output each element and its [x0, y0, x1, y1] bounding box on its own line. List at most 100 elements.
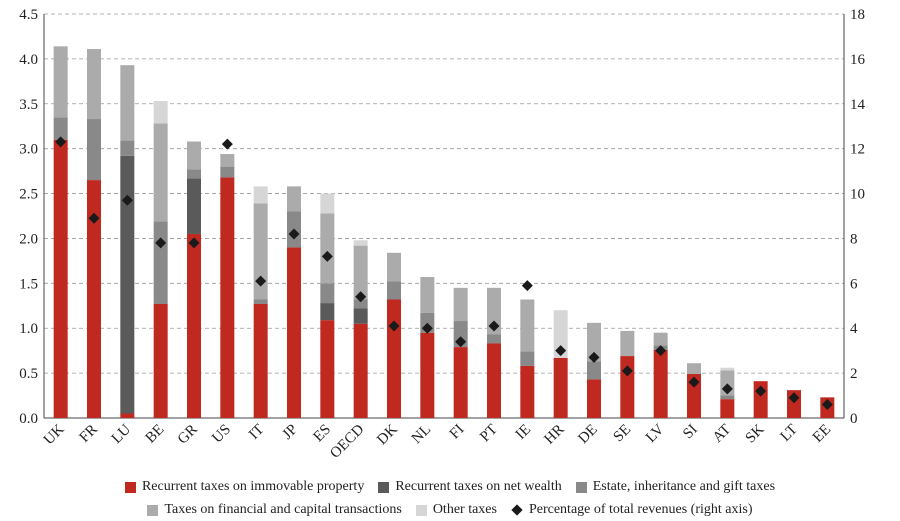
bar-segment-pt-s2: [487, 334, 501, 344]
bar-segment-gr-s3: [187, 141, 201, 170]
y2-tick-label: 10: [850, 187, 865, 203]
bar-segment-at-s0: [720, 399, 735, 418]
bar-segment-es-s1: [320, 303, 335, 321]
x-tick-label: SK: [743, 421, 768, 446]
y2-tick-label: 8: [850, 231, 858, 247]
bar-segment-dk-s2: [387, 281, 401, 300]
bar-segment-de-s2: [587, 361, 601, 380]
bar-segment-fr-s3: [87, 49, 101, 120]
bar-segment-be-s2: [153, 221, 168, 304]
bar-segment-gr-s0: [187, 233, 201, 418]
legend-label: Estate, inheritance and gift taxes: [592, 479, 776, 494]
bar-segment-lu-s1: [120, 155, 135, 414]
bar-segment-ie-s3: [520, 299, 535, 352]
legend-row-2: Taxes on financial and capital transacti…: [0, 502, 900, 518]
percentage-marker-sk: [755, 385, 767, 397]
legend-swatch-other-taxes: [415, 504, 427, 516]
bar-segment-dk-s0: [387, 299, 401, 418]
legend-item-immovable-property: Recurrent taxes on immovable property: [124, 479, 365, 495]
legend-label: Other taxes: [432, 502, 497, 517]
x-tick-label: BE: [143, 422, 168, 447]
x-tick-label: AT: [710, 422, 734, 446]
bar-segment-be-s4: [153, 101, 168, 124]
bar-segment-lv-s3: [653, 332, 668, 346]
x-tick-label: FR: [77, 422, 101, 446]
stacked-bar-chart: 0.0 0.5 1.0 1.5 2.0 2.5 3.0 3.5 4.0 4.5 0 2 4 6 8 10 12 1…: [19, 7, 865, 462]
bar-segment-dk-s3: [387, 252, 401, 282]
bar-segment-at-s2: [720, 395, 735, 400]
percentage-marker-jp: [288, 228, 300, 240]
y-tick-label: 3.0: [19, 142, 38, 158]
bar-segment-es-s4: [320, 193, 335, 214]
x-tick-label: LU: [109, 421, 135, 447]
bar-segment-jp-s3: [287, 186, 301, 212]
bar-segment-uk-s2: [53, 117, 68, 140]
bar-segment-it-s3: [253, 203, 268, 300]
bar-segment-de-s3: [587, 322, 601, 362]
percentage-marker-uk: [55, 136, 67, 148]
x-tick-label: EE: [810, 422, 834, 446]
y-tick-label: 0.0: [19, 411, 38, 427]
bar-segment-es-s0: [320, 320, 335, 418]
bar-segment-fr-s2: [87, 119, 101, 181]
x-tick-label: SI: [680, 422, 701, 443]
x-tick-label: FI: [447, 422, 468, 443]
x-tick-label: IE: [513, 422, 534, 443]
bar-segment-fi-s3: [453, 287, 468, 322]
y-tick-label: 4.0: [19, 52, 38, 68]
bar-segment-at-s4: [720, 367, 735, 371]
percentage-marker-es: [321, 250, 333, 262]
percentage-marker-be: [155, 237, 167, 249]
y2-tick-label: 0: [850, 411, 858, 427]
y-tick-label: 0.5: [19, 366, 38, 382]
percentage-marker-ie: [521, 280, 533, 292]
bar-segment-lu-s3: [120, 65, 135, 141]
percentage-marker-de: [588, 351, 600, 363]
legend-item-percentage: Percentage of total revenues (right axis…: [511, 502, 753, 518]
bar-segment-es-s2: [320, 283, 335, 304]
bar-segment-nl-s0: [420, 332, 435, 418]
x-tick-label: LT: [778, 422, 801, 445]
bar-segment-oecd-s4: [353, 240, 368, 246]
percentage-marker-it: [255, 275, 267, 287]
percentage-marker-dk: [388, 320, 400, 332]
y-tick-label: 2.0: [19, 231, 38, 247]
percentage-marker-si: [688, 376, 700, 388]
percentage-marker-nl: [421, 322, 433, 334]
x-tick-label: DE: [575, 422, 600, 447]
bar-segment-oecd-s1: [353, 308, 368, 324]
bar-segment-se-s3: [620, 330, 635, 357]
legend-item-estate-taxes: Estate, inheritance and gift taxes: [575, 479, 776, 495]
legend-swatch-immovable-property: [124, 481, 136, 493]
y2-tick-label: 4: [850, 321, 858, 337]
x-tick-label: GR: [175, 422, 201, 448]
bar-segment-uk-s0: [53, 139, 68, 418]
y2-tick-label: 18: [850, 7, 865, 23]
x-tick-label: PT: [477, 422, 501, 446]
x-tick-label: LV: [643, 421, 668, 446]
legend-swatch-net-wealth: [378, 481, 390, 493]
percentage-marker-us: [221, 138, 233, 150]
bar-segment-fi-s0: [453, 347, 468, 418]
bar-segment-si-s3: [687, 363, 701, 375]
bar-segment-us-s3: [220, 154, 235, 167]
percentage-marker-at: [721, 383, 733, 395]
bar-segment-us-s0: [220, 177, 235, 418]
legend-label: Recurrent taxes on immovable property: [141, 479, 365, 494]
y-tick-label: 1.0: [19, 321, 38, 337]
bar-segment-be-s3: [153, 123, 168, 222]
diamond-marker-icon: [511, 504, 523, 516]
bar-segment-lu-s2: [120, 140, 135, 156]
legend-label: Taxes on financial and capital transacti…: [164, 502, 402, 517]
legend-item-financial-transactions: Taxes on financial and capital transacti…: [147, 502, 402, 518]
y2-tick-label: 2: [850, 366, 858, 382]
bar-segment-oecd-s2: [353, 299, 368, 309]
percentage-marker-lt: [788, 392, 800, 404]
y-tick-label: 3.5: [19, 97, 38, 113]
percentage-marker-pt: [488, 320, 500, 332]
bar-segment-lv-s0: [653, 349, 668, 418]
legend-item-other-taxes: Other taxes: [415, 502, 497, 518]
bar-segment-ie-s0: [520, 365, 535, 418]
bar-segment-gr-s1: [187, 178, 201, 234]
y-tick-label: 1.5: [19, 276, 38, 292]
